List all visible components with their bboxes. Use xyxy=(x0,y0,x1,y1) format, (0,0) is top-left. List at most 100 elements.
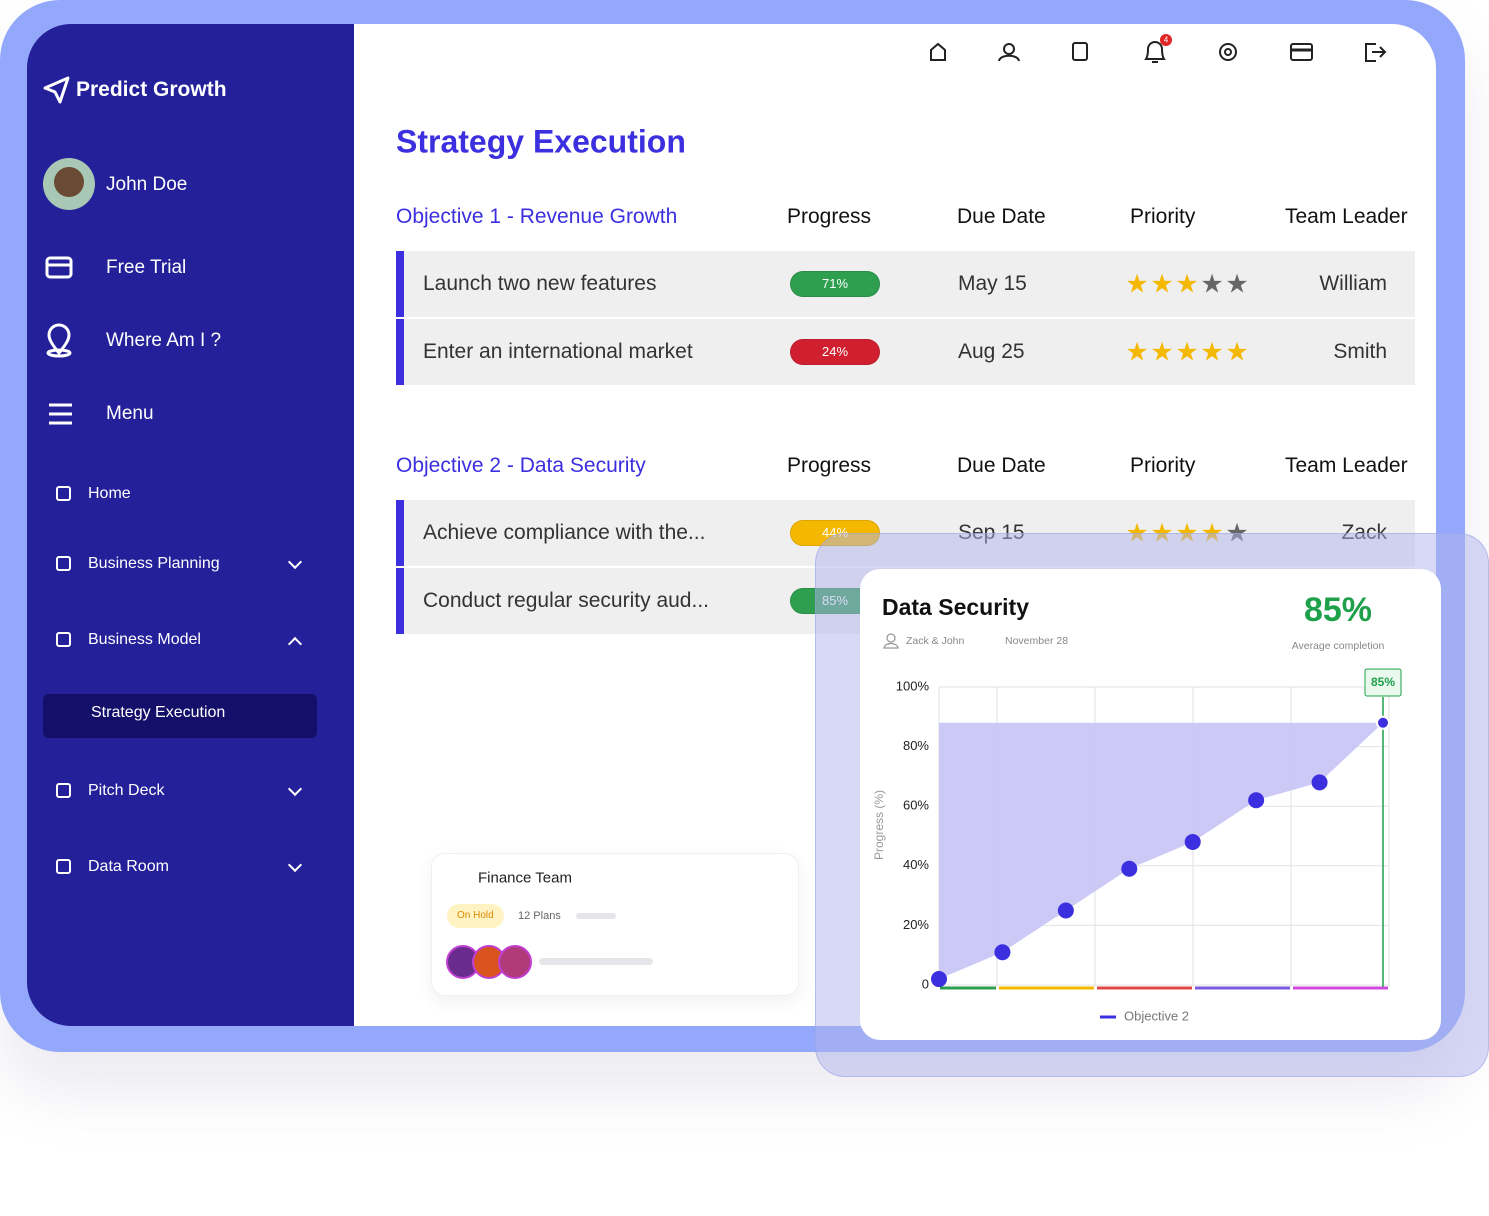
point xyxy=(1057,902,1074,919)
bell-icon[interactable] xyxy=(1144,41,1166,63)
menu-icon xyxy=(56,859,71,874)
column-header: Due Date xyxy=(957,454,1046,477)
star: ★ xyxy=(1125,268,1149,299)
point xyxy=(1248,792,1265,809)
badge-count: 4 xyxy=(1164,36,1169,45)
column-header: Team Leader xyxy=(1285,205,1408,228)
star: ★ xyxy=(1125,336,1149,367)
y-tick-label: 0 xyxy=(922,976,929,991)
progress-pill: 71% xyxy=(790,271,880,297)
column-header: Team Leader xyxy=(1285,454,1408,477)
annotation: 85% xyxy=(1371,675,1395,689)
y-tick-label: 20% xyxy=(903,917,929,932)
menu-icon xyxy=(56,783,71,798)
avatar-3 xyxy=(498,945,532,979)
date: November 28 xyxy=(1005,635,1068,647)
logo xyxy=(43,76,70,104)
point xyxy=(1121,860,1138,877)
task: Achieve compliance with the... xyxy=(423,521,706,544)
avatar-face xyxy=(54,167,84,197)
home-icon[interactable] xyxy=(930,42,946,61)
team-leader: William xyxy=(1319,272,1387,295)
pin-base xyxy=(46,348,72,358)
column-header: Priority xyxy=(1130,205,1196,228)
doc-icon[interactable] xyxy=(1072,42,1088,61)
row-accent xyxy=(396,568,404,634)
team-leader: Smith xyxy=(1333,340,1387,363)
menu-item[interactable]: Pitch Deck xyxy=(88,782,165,799)
task: Conduct regular security aud... xyxy=(423,589,709,612)
row-accent xyxy=(396,500,404,566)
column-header: Priority xyxy=(1130,454,1196,477)
star: ★ xyxy=(1200,268,1224,299)
column-header: Progress xyxy=(787,205,872,228)
user-icon-body xyxy=(883,642,899,649)
star: ★ xyxy=(1175,268,1199,299)
user-name[interactable]: John Doe xyxy=(106,174,188,195)
sidebar-icons xyxy=(43,76,73,425)
task: Launch two new features xyxy=(423,272,657,295)
chart: Data Security Zack & John November 28 85… xyxy=(872,591,1402,1023)
point xyxy=(1311,774,1328,791)
active-item[interactable] xyxy=(43,694,317,738)
quick-link[interactable]: Menu xyxy=(106,403,154,424)
point xyxy=(994,944,1011,961)
brand[interactable]: Predict Growth xyxy=(76,78,227,101)
column-header: Progress xyxy=(787,454,872,477)
team-icon-body xyxy=(998,54,1020,62)
billing-icon[interactable] xyxy=(1290,43,1313,61)
status-pill: On Hold xyxy=(447,904,504,928)
headline: 85% xyxy=(1304,591,1372,629)
settings-icon[interactable] xyxy=(1219,43,1237,61)
logout-icon[interactable] xyxy=(1365,43,1387,62)
star: ★ xyxy=(1150,268,1174,299)
y-tick-label: 40% xyxy=(903,857,929,872)
progress-pill: 24% xyxy=(790,339,880,365)
page-title: Strategy Execution xyxy=(396,123,686,160)
top-icons xyxy=(930,41,1387,63)
menu-item[interactable]: Business Model xyxy=(88,631,201,648)
team-name: Finance Team xyxy=(478,869,572,887)
column-header: Due Date xyxy=(957,205,1046,228)
menu-item[interactable]: Strategy Execution xyxy=(91,704,226,721)
star: ★ xyxy=(1200,336,1224,367)
quick-link[interactable]: Where Am I ? xyxy=(106,330,222,351)
due-date: Aug 25 xyxy=(958,340,1025,363)
point xyxy=(1184,833,1201,850)
headline-label: Average completion xyxy=(1292,640,1385,652)
star: ★ xyxy=(1150,336,1174,367)
star: ★ xyxy=(1175,336,1199,367)
row-accent xyxy=(396,319,404,385)
menu-item[interactable]: Data Room xyxy=(88,858,169,875)
y-tick-label: 80% xyxy=(903,738,929,753)
menu-item[interactable]: Home xyxy=(88,485,131,502)
team-icon[interactable] xyxy=(1003,43,1015,55)
menu-icon xyxy=(56,486,71,501)
y-axis-label: Progress (%) xyxy=(872,790,886,860)
point xyxy=(1376,715,1390,730)
star: ★ xyxy=(1225,268,1249,299)
table-row[interactable] xyxy=(396,251,1415,317)
plans-count: 12 Plans xyxy=(518,910,561,922)
pin-icon xyxy=(47,323,71,356)
legend-label: Objective 2 xyxy=(1124,1008,1189,1023)
quick-link[interactable]: Free Trial xyxy=(106,257,187,278)
y-tick-label: 60% xyxy=(903,798,929,813)
table-row[interactable] xyxy=(396,319,1415,385)
objective-title: Objective 2 - Data Security xyxy=(396,454,646,477)
annotation-box xyxy=(1364,668,1402,697)
menu-icon xyxy=(56,556,71,571)
task: Enter an international market xyxy=(423,340,693,363)
menu-icon xyxy=(56,632,71,647)
menu-icon xyxy=(49,403,72,425)
progress-placeholder xyxy=(576,913,616,919)
menu-item[interactable]: Business Planning xyxy=(88,555,220,572)
due-date: May 15 xyxy=(958,272,1027,295)
members: Zack & John xyxy=(906,635,965,647)
row-accent xyxy=(396,251,404,317)
user-icon xyxy=(886,633,896,643)
y-tick-label: 100% xyxy=(896,678,930,693)
point xyxy=(931,971,947,988)
chart-title: Data Security xyxy=(882,594,1029,620)
